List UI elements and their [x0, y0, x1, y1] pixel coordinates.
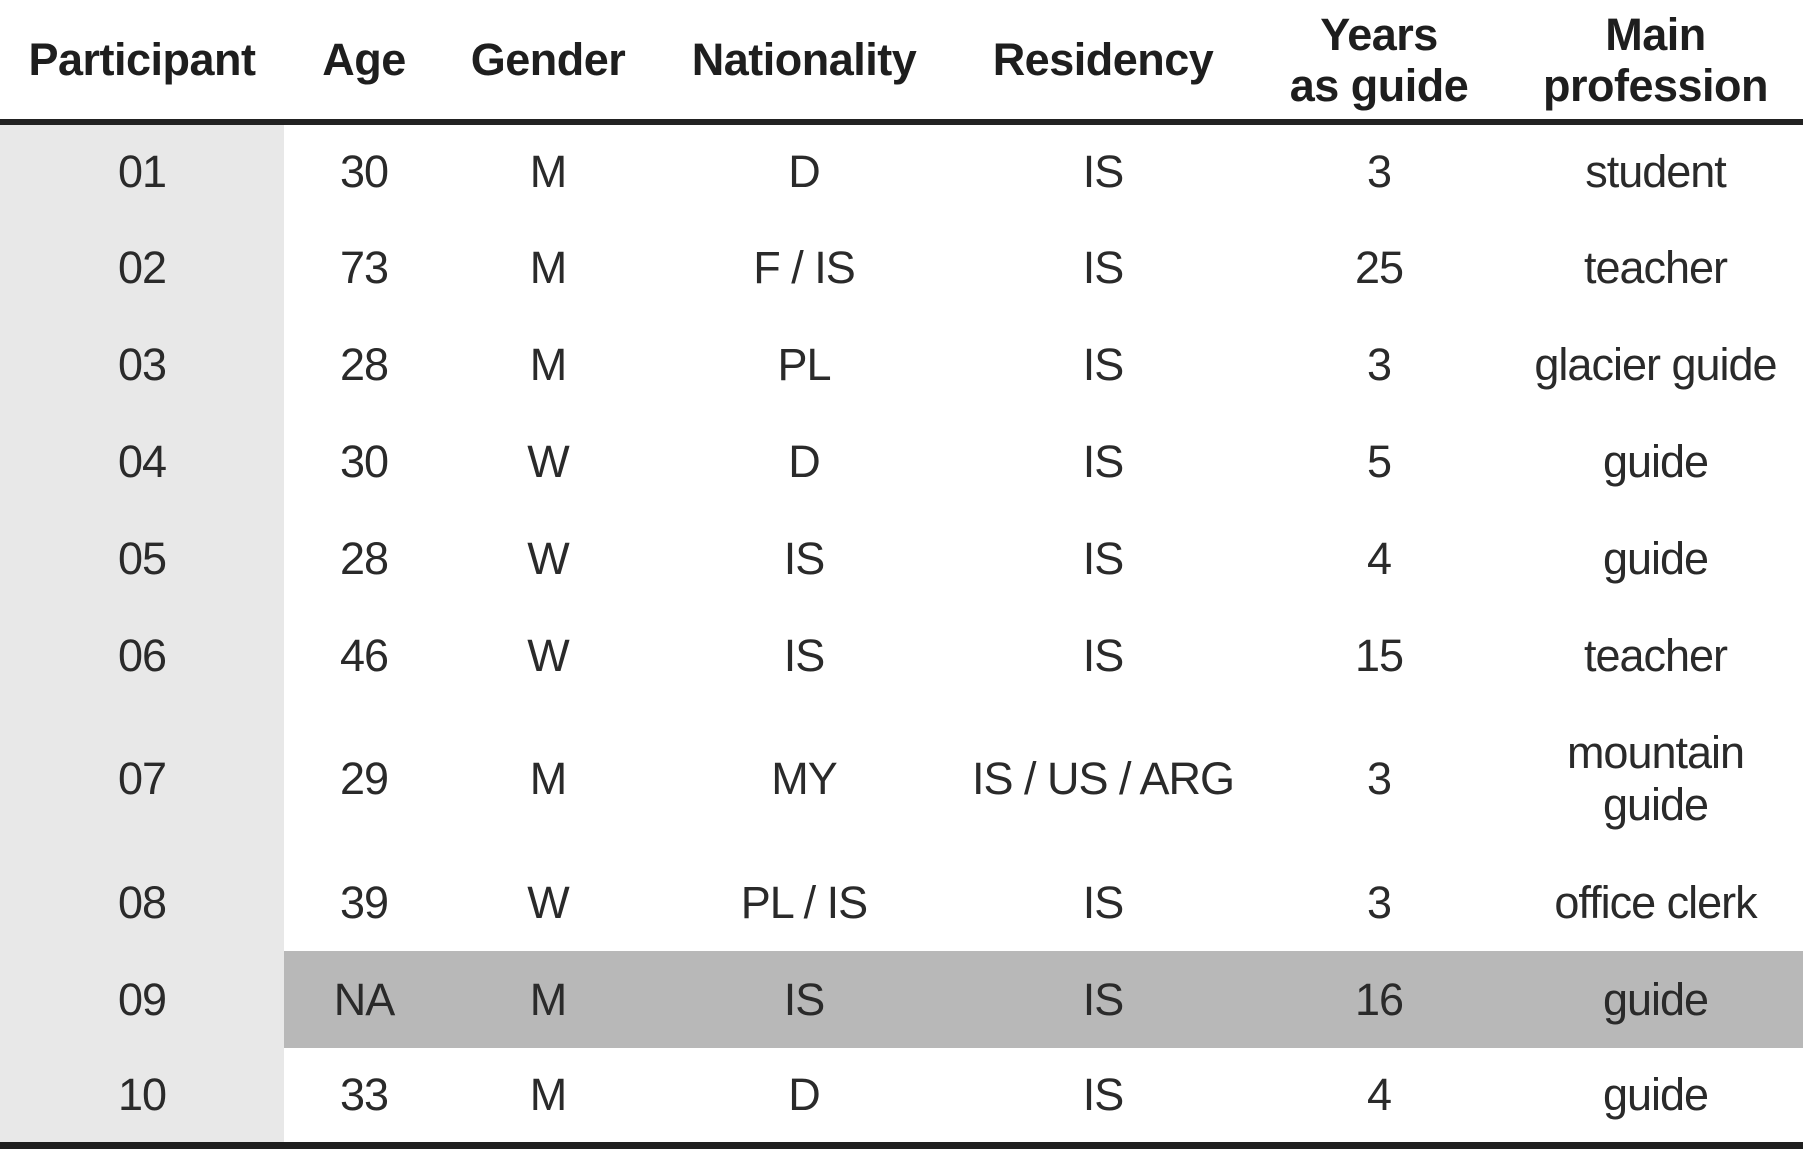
column-header-residency: Residency: [956, 2, 1250, 125]
cell-main-profession: guide: [1508, 951, 1803, 1048]
cell-nationality: IS: [783, 532, 826, 584]
column-header-main-profession: Main profession: [1508, 2, 1803, 125]
cell-main-profession: guide: [1602, 532, 1709, 584]
cell-participant: 02: [0, 219, 284, 316]
table-row: 03 28 M PL IS 3 glacier guide: [0, 316, 1803, 413]
cell-nationality: IS: [783, 629, 826, 681]
cell-residency: IS: [1082, 629, 1125, 681]
table-row: 04 30 W D IS 5 guide: [0, 413, 1803, 510]
cell-main-profession: guide: [1602, 1068, 1709, 1120]
cell-residency: IS: [1082, 532, 1125, 584]
cell-gender: M: [529, 241, 568, 293]
cell-gender: M: [529, 753, 568, 805]
cell-gender: M: [529, 146, 568, 198]
cell-age: 29: [339, 753, 389, 805]
column-header-age: Age: [284, 2, 444, 125]
table-header: Participant Age Gender Nationality Resid…: [0, 2, 1803, 125]
cell-nationality: MY: [771, 753, 838, 805]
cell-participant: 06: [0, 607, 284, 704]
cell-participant: 05: [0, 510, 284, 607]
cell-gender: W: [527, 876, 569, 928]
cell-residency: IS: [1082, 435, 1125, 487]
cell-years-as-guide: 3: [1366, 338, 1392, 390]
cell-main-profession: student: [1585, 146, 1727, 198]
table-row: 02 73 M F / IS IS 25 teacher: [0, 219, 1803, 316]
cell-participant: 07: [0, 704, 284, 854]
cell-nationality: PL / IS: [740, 876, 868, 928]
cell-gender: W: [527, 532, 569, 584]
cell-main-profession: teacher: [1583, 241, 1728, 293]
cell-years-as-guide: 3: [1366, 876, 1392, 928]
cell-residency: IS: [1082, 338, 1125, 390]
cell-age: NA: [284, 951, 444, 1048]
table-row: 05 28 W IS IS 4 guide: [0, 510, 1803, 607]
cell-main-profession: office clerk: [1554, 876, 1757, 928]
cell-residency: IS: [1082, 146, 1125, 198]
cell-age: 73: [339, 241, 389, 293]
cell-gender: M: [444, 951, 652, 1048]
cell-gender: W: [527, 629, 569, 681]
cell-nationality: D: [788, 1068, 821, 1120]
cell-main-profession: glacier guide: [1534, 338, 1777, 390]
cell-nationality: F / IS: [753, 241, 856, 293]
cell-gender: M: [529, 338, 568, 390]
table-row: 01 30 M D IS 3 student: [0, 122, 1803, 219]
cell-main-profession: guide: [1602, 435, 1709, 487]
cell-age: 28: [339, 532, 389, 584]
column-header-years-as-guide: Years as guide: [1250, 2, 1508, 125]
cell-residency: IS: [1082, 1068, 1125, 1120]
cell-age: 30: [339, 146, 389, 198]
participants-table: Participant Age Gender Nationality Resid…: [0, 2, 1803, 1149]
cell-residency: IS: [1082, 876, 1125, 928]
cell-years-as-guide: 25: [1354, 241, 1404, 293]
cell-nationality: PL: [777, 338, 831, 390]
cell-nationality: D: [788, 435, 821, 487]
column-header-gender: Gender: [444, 2, 652, 125]
cell-participant: 04: [0, 413, 284, 510]
cell-participant: 03: [0, 316, 284, 413]
table-row: 07 29 M MY IS / US / ARG 3 mountain guid…: [0, 704, 1803, 854]
cell-years-as-guide: 5: [1366, 435, 1392, 487]
cell-participant: 01: [0, 122, 284, 219]
table-row-highlighted: 09 NA M IS IS 16 guide: [0, 951, 1803, 1048]
cell-main-profession: mountain guide: [1566, 727, 1745, 830]
cell-main-profession: teacher: [1583, 629, 1728, 681]
cell-age: 28: [339, 338, 389, 390]
cell-nationality: D: [788, 146, 821, 198]
table-row: 10 33 M D IS 4 guide: [0, 1048, 1803, 1145]
table-row: 08 39 W PL / IS IS 3 office clerk: [0, 854, 1803, 951]
header-row: Participant Age Gender Nationality Resid…: [0, 2, 1803, 125]
cell-age: 33: [339, 1068, 389, 1120]
cell-years-as-guide: 4: [1366, 532, 1392, 584]
cell-residency: IS: [956, 951, 1250, 1048]
cell-years-as-guide: 4: [1366, 1068, 1392, 1120]
cell-age: 39: [339, 876, 389, 928]
cell-years-as-guide: 16: [1250, 951, 1508, 1048]
cell-gender: M: [529, 1068, 568, 1120]
cell-years-as-guide: 15: [1354, 629, 1404, 681]
column-header-nationality: Nationality: [652, 2, 956, 125]
cell-participant: 08: [0, 854, 284, 951]
cell-participant: 10: [0, 1048, 284, 1145]
cell-age: 30: [339, 435, 389, 487]
cell-participant: 09: [0, 951, 284, 1048]
cell-gender: W: [527, 435, 569, 487]
table-row: 06 46 W IS IS 15 teacher: [0, 607, 1803, 704]
cell-nationality: IS: [652, 951, 956, 1048]
cell-residency: IS / US / ARG: [971, 753, 1235, 805]
cell-age: 46: [339, 629, 389, 681]
table-body: 01 30 M D IS 3 student 02 73 M F / IS IS…: [0, 122, 1803, 1145]
cell-residency: IS: [1082, 241, 1125, 293]
column-header-participant: Participant: [0, 2, 284, 125]
cell-years-as-guide: 3: [1366, 146, 1392, 198]
cell-years-as-guide: 3: [1366, 753, 1392, 805]
